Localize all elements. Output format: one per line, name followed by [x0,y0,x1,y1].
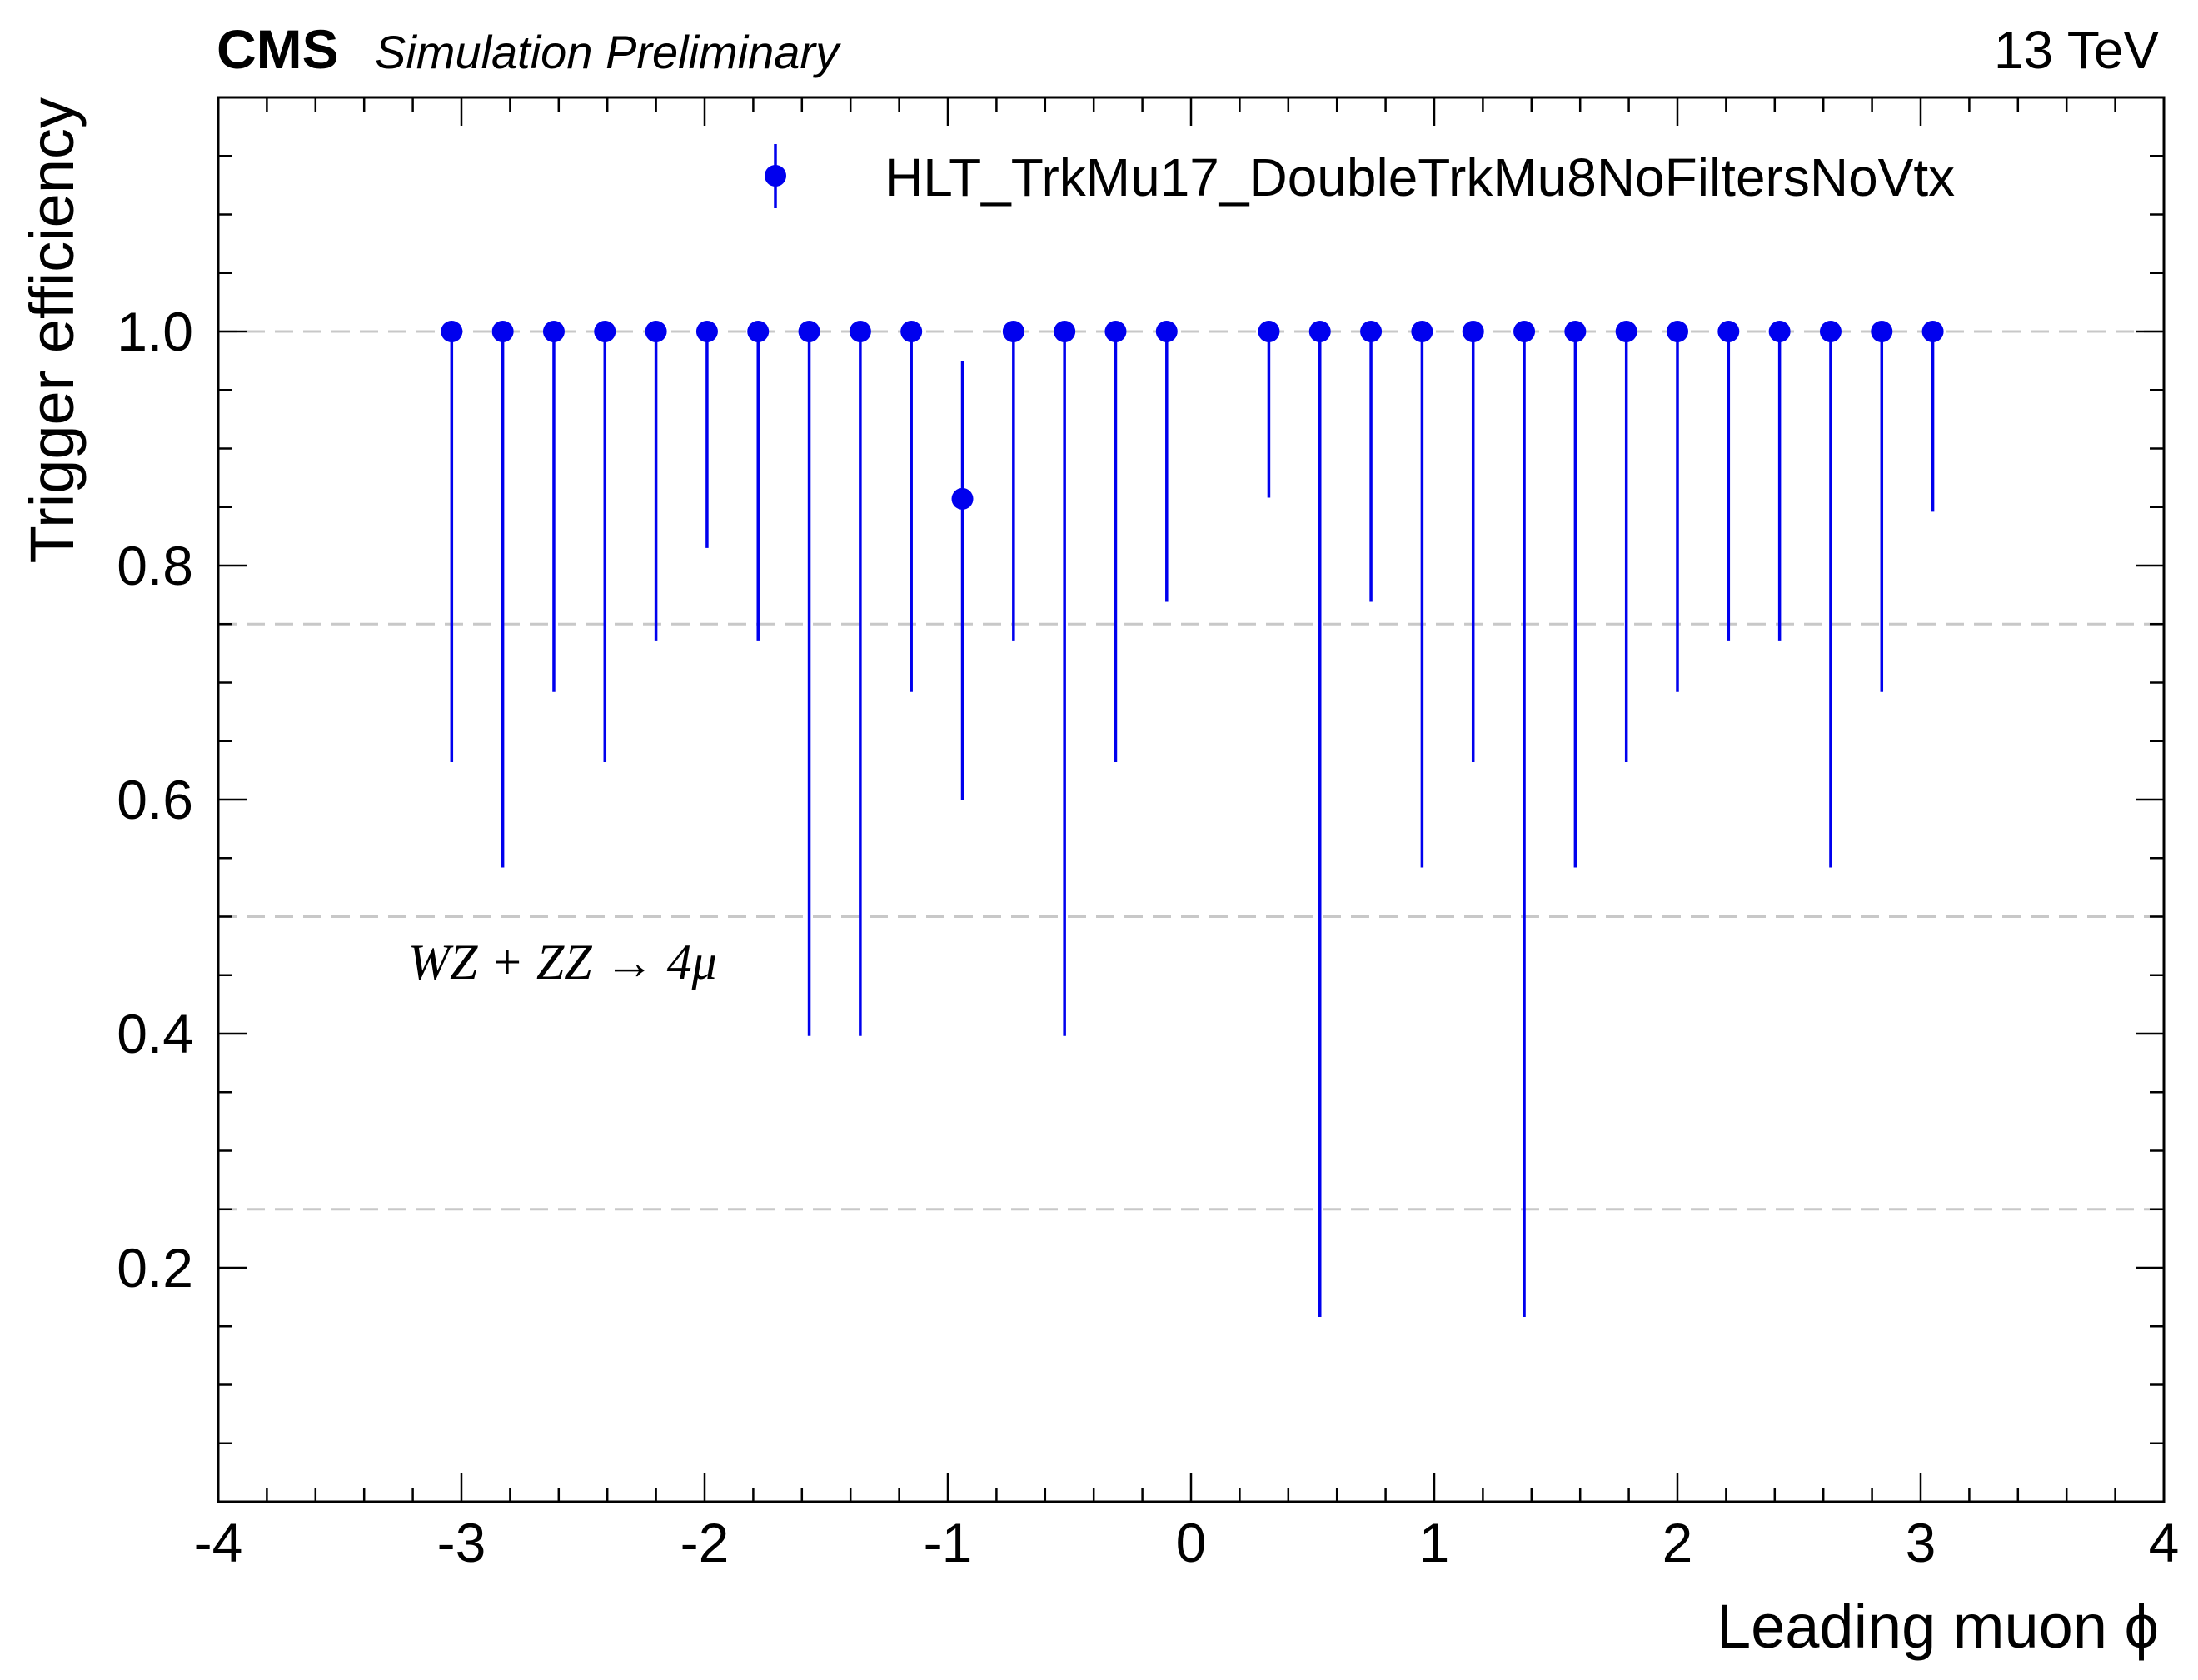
x-tick-label: -4 [194,1512,243,1573]
data-point [441,321,463,342]
process-annotation: WZ + ZZ → 4μ [408,935,717,990]
data-point [1615,321,1637,342]
data-point [491,321,514,342]
y-tick-label: 0.2 [117,1237,193,1299]
x-tick-label: 3 [1906,1512,1936,1573]
y-axis-title: Trigger efficiency [17,97,87,563]
data-points [441,321,1944,1318]
data-point [1921,321,1944,342]
data-point [1462,321,1484,342]
data-point [1819,321,1842,342]
data-point [645,321,667,342]
data-point [951,487,974,510]
data-point [1308,321,1331,342]
data-point [1360,321,1383,342]
data-point [849,321,871,342]
data-point [1104,321,1127,342]
y-tick-label: 0.4 [117,1003,193,1064]
tick-labels: -4 -3 -2 -1 0 1 2 3 4 0.2 0.4 0.6 0.8 1.0 [117,301,2179,1573]
data-point [1258,321,1280,342]
legend-marker [765,165,786,187]
x-tick-label: 1 [1419,1512,1450,1573]
data-point [1871,321,1893,342]
energy-label: 13 TeV [1994,20,2159,80]
data-point [1002,321,1024,342]
legend: HLT_TrkMu17_DoubleTrkMu8NoFiltersNoVtx [765,144,1955,208]
data-point [1717,321,1740,342]
x-tick-label: -2 [680,1512,730,1573]
x-tick-label: 0 [1176,1512,1207,1573]
data-point [900,321,923,342]
data-point [1411,321,1433,342]
experiment-label: CMS [217,18,339,80]
x-tick-label: 2 [1662,1512,1693,1573]
plot-frame [217,96,2166,1503]
data-point [695,321,718,342]
data-point [1667,321,1688,342]
axis-ticks [217,97,2166,1502]
grid-lines [218,330,2164,1211]
data-point [747,321,770,342]
data-point [1054,321,1076,342]
data-point [1155,321,1178,342]
y-tick-label: 1.0 [117,301,193,362]
status-label: Simulation Preliminary [375,26,841,78]
data-point [798,321,820,342]
legend-entry-label: HLT_TrkMu17_DoubleTrkMu8NoFiltersNoVtx [885,147,1955,207]
x-tick-label: -1 [924,1512,973,1573]
data-point [1768,321,1791,342]
y-tick-label: 0.8 [117,535,193,596]
x-tick-label: 4 [2149,1512,2180,1573]
y-tick-label: 0.6 [117,769,193,830]
x-tick-label: -3 [437,1512,486,1573]
x-axis-title: Leading muon ϕ [1717,1592,2159,1661]
data-point [1564,321,1587,342]
data-point [542,321,565,342]
data-point [1513,321,1536,342]
data-point [594,321,616,342]
